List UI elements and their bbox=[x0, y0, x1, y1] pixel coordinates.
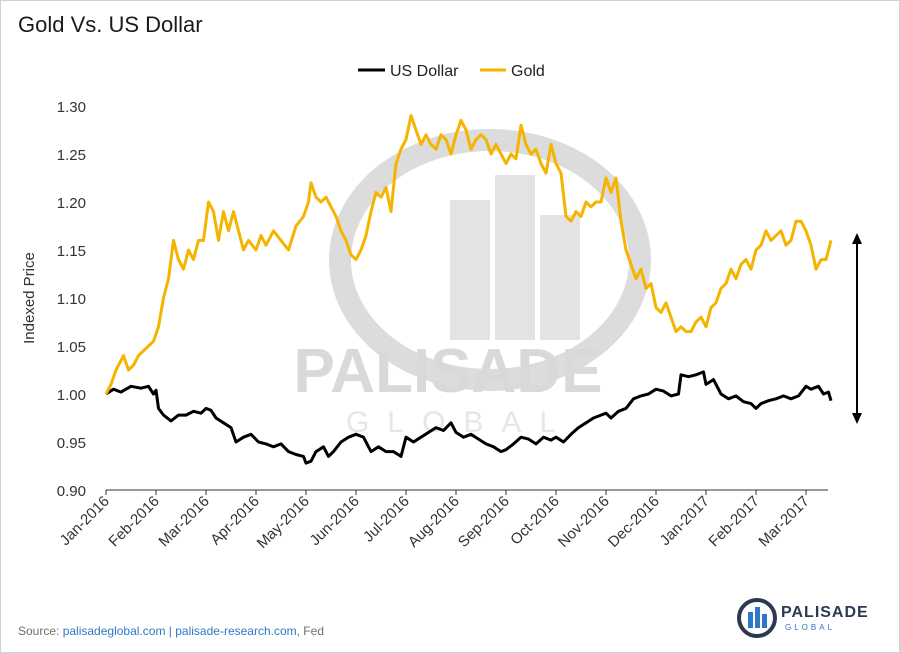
source-link-2[interactable]: palisade-research.com bbox=[175, 624, 297, 638]
legend: US Dollar Gold bbox=[358, 63, 545, 80]
y-tick-label: 1.25 bbox=[57, 147, 86, 164]
y-tick-label: 1.05 bbox=[57, 339, 86, 356]
y-axis-label: Indexed Price bbox=[21, 252, 38, 344]
watermark-tower-3 bbox=[540, 215, 580, 340]
watermark-tower-2 bbox=[495, 175, 535, 340]
x-tick-label: Sep-2016 bbox=[455, 493, 513, 551]
x-tick-label: Mar-2016 bbox=[155, 493, 212, 550]
source-link-1[interactable]: palisadeglobal.com bbox=[62, 624, 166, 638]
range-arrow-head-top bbox=[852, 233, 862, 244]
series-group bbox=[104, 114, 833, 465]
y-axis: 0.90 0.95 1.00 1.05 1.10 1.15 1.20 1.25 1.30 bbox=[57, 99, 86, 500]
y-tick-label: 1.20 bbox=[57, 195, 86, 212]
y-tick-label: 1.00 bbox=[57, 387, 86, 404]
source-separator: | bbox=[168, 624, 172, 638]
brand-logo-icon bbox=[737, 598, 777, 638]
y-tick-label: 0.90 bbox=[57, 483, 86, 500]
x-tick-label: Aug-2016 bbox=[405, 493, 463, 551]
y-tick-label: 1.10 bbox=[57, 291, 86, 308]
x-tick-label: Jan-2016 bbox=[57, 493, 113, 549]
brand-logo: PALISADE GLOBAL bbox=[735, 596, 885, 640]
x-tick-label: Dec-2016 bbox=[605, 493, 663, 551]
x-tick-label: Jan-2017 bbox=[657, 493, 713, 549]
watermark-word: PALISADE bbox=[294, 337, 603, 406]
source-suffix: , Fed bbox=[296, 624, 324, 638]
watermark-ring bbox=[329, 129, 651, 391]
y-tick-label: 1.15 bbox=[57, 243, 86, 260]
range-arrow bbox=[852, 233, 862, 424]
x-tick-label: Feb-2017 bbox=[705, 493, 762, 550]
y-tick-label: 0.95 bbox=[57, 435, 86, 452]
x-tick-label: Jun-2016 bbox=[307, 493, 363, 549]
range-arrow-head-bottom bbox=[852, 413, 862, 424]
chart-title: Gold Vs. US Dollar bbox=[18, 12, 203, 37]
x-tick-label: Nov-2016 bbox=[555, 493, 613, 551]
watermark: PALISADE GLOBAL bbox=[294, 129, 651, 439]
x-tick-label: Mar-2017 bbox=[755, 493, 812, 550]
legend-label-usd: US Dollar bbox=[390, 63, 459, 80]
source-prefix: Source: bbox=[18, 624, 60, 638]
x-tick-label: Oct-2016 bbox=[507, 493, 563, 549]
brand-sub: GLOBAL bbox=[785, 623, 836, 632]
series-line-usd bbox=[105, 370, 833, 465]
legend-label-gold: Gold bbox=[511, 63, 545, 80]
x-tick-label: May-2016 bbox=[254, 493, 313, 552]
x-axis: Jan-2016Feb-2016Mar-2016Apr-2016May-2016… bbox=[57, 489, 828, 552]
y-tick-label: 1.30 bbox=[57, 99, 86, 116]
source-footer: Source: palisadeglobal.com | palisade-re… bbox=[18, 624, 324, 638]
x-tick-label: Feb-2016 bbox=[105, 493, 162, 550]
brand-name: PALISADE bbox=[781, 604, 869, 621]
watermark-tower-1 bbox=[450, 200, 490, 340]
series-line-gold bbox=[104, 114, 833, 395]
